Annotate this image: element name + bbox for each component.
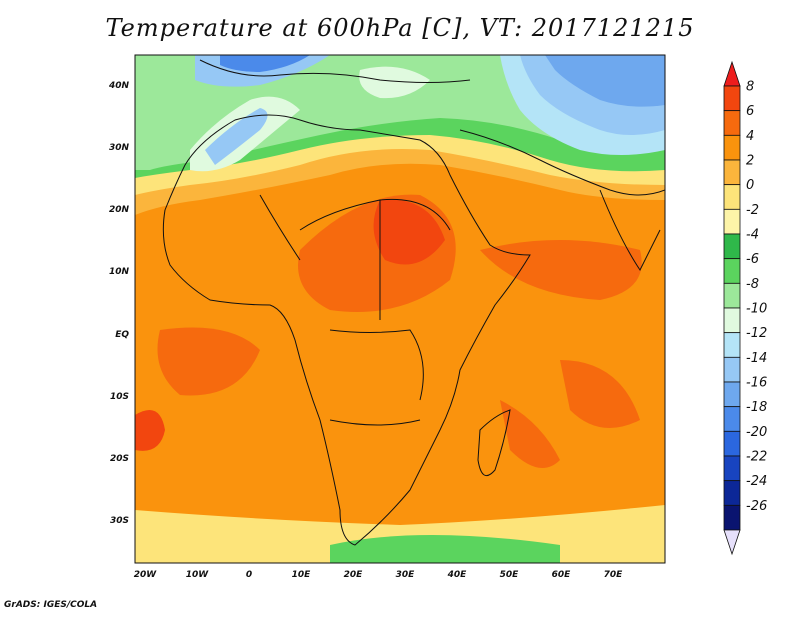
y-tick-label: 20S — [110, 454, 129, 464]
coastline-outline — [162, 59, 665, 546]
colorbar-bottom-triangle — [723, 529, 741, 556]
colorbar-level-label: -10 — [746, 302, 767, 317]
colorbar-top-triangle — [723, 60, 741, 87]
colorbar-swatch — [723, 332, 741, 358]
colorbar-level-label: -16 — [746, 376, 767, 391]
y-tick-label: 20N — [109, 205, 130, 215]
x-tick-label: 40E — [447, 570, 468, 580]
x-tick-label: 50E — [500, 570, 520, 580]
colorbar-level-label: -8 — [746, 277, 759, 292]
colorbar-level-label: -2 — [746, 203, 759, 218]
map-frame — [134, 54, 666, 564]
x-tick-label: 20W — [134, 570, 158, 580]
x-tick-label: 70E — [604, 570, 624, 580]
colorbar-level-label: -6 — [746, 252, 759, 267]
colorbar-swatch — [723, 282, 741, 309]
temperature-field — [135, 55, 665, 563]
colorbar-swatch — [723, 307, 741, 334]
colorbar-level-label: -18 — [746, 400, 767, 415]
colorbar-level-label: -26 — [746, 499, 767, 514]
y-tick-label: 10S — [110, 392, 129, 402]
colorbar-swatch — [723, 208, 741, 235]
y-axis-labels: 40N 30N 20N 10N EQ 10S 20S 30S — [108, 81, 130, 526]
y-tick-label: 40N — [108, 81, 130, 91]
y-tick-label: 10N — [109, 267, 130, 277]
colorbar-swatch — [723, 406, 741, 432]
colorbar-level-label: 4 — [746, 129, 754, 144]
colorbar-level-label: -12 — [746, 326, 767, 341]
x-tick-label: 60E — [552, 570, 572, 580]
colorbar-swatch — [723, 455, 741, 482]
x-tick-label: 30E — [396, 570, 416, 580]
y-tick-label: 30S — [110, 516, 129, 526]
colorbar-swatch — [723, 110, 741, 136]
colorbar-swatch — [723, 381, 741, 408]
colorbar: 8 6 4 2 0 -2 -4 -6 -8 -10 -12 -14 -16 -18 -20 -22 -24 -26 — [723, 60, 767, 556]
colorbar-level-label: -14 — [746, 351, 767, 366]
colorbar-level-label: -22 — [746, 450, 767, 465]
x-tick-label: 20E — [344, 570, 364, 580]
colorbar-level-label: 2 — [746, 154, 754, 169]
colorbar-swatch — [723, 134, 741, 161]
grads-credit: GrADS: IGES/COLA — [4, 600, 98, 610]
colorbar-level-label: 0 — [746, 178, 754, 193]
colorbar-swatch — [723, 356, 741, 383]
colorbar-swatch — [723, 480, 741, 506]
map-title: Temperature at 600hPa [C], VT: 201712121… — [105, 14, 695, 42]
colorbar-level-label: 8 — [746, 80, 754, 95]
x-tick-label: 0 — [246, 570, 252, 580]
colorbar-level-label: -20 — [746, 425, 767, 440]
y-tick-label: 30N — [109, 143, 130, 153]
colorbar-swatch — [723, 184, 741, 210]
colorbar-swatch — [723, 430, 741, 457]
x-tick-label: 10W — [186, 570, 210, 580]
colorbar-level-label: -24 — [746, 474, 767, 489]
colorbar-swatch — [723, 85, 741, 112]
colorbar-level-label: 6 — [746, 104, 754, 119]
x-tick-label: 10E — [292, 570, 312, 580]
colorbar-swatch — [723, 233, 741, 260]
colorbar-swatch — [723, 504, 741, 531]
colorbar-swatch — [723, 258, 741, 284]
colorbar-level-label: -4 — [746, 228, 759, 243]
x-axis-labels: 20W 10W 0 10E 20E 30E 40E 50E 60E 70E — [134, 570, 623, 580]
colorbar-swatch — [723, 159, 741, 186]
y-tick-label: EQ — [115, 330, 129, 340]
